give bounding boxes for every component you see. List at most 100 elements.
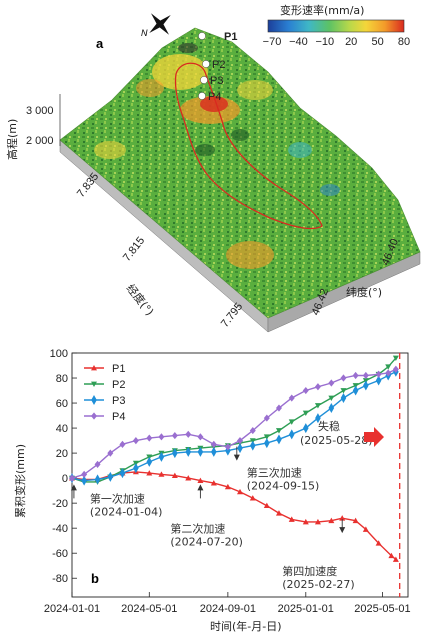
series-p1-point <box>146 470 153 476</box>
legend-p4-point <box>91 412 97 420</box>
series-p3-point <box>81 475 87 486</box>
series-p3 <box>69 366 399 486</box>
series-p4-point <box>146 434 153 442</box>
series-p1-point <box>171 472 178 479</box>
annotation-layer: 第一次加速(2024-01-04)第二次加速(2024-07-20)第三次加速(… <box>70 446 355 591</box>
series-p4-point <box>171 431 178 440</box>
panel-label-a: a <box>96 36 104 51</box>
series-p1-point <box>185 475 192 481</box>
y-tick-label: -40 <box>52 523 68 535</box>
landslide-boundary <box>174 62 323 230</box>
series-p4-point <box>340 374 347 382</box>
series-p2-point <box>302 410 309 417</box>
annotation-arrowhead-icon <box>233 454 240 461</box>
colorbar-tick: 80 <box>398 36 410 48</box>
annotation-arrowhead-icon <box>197 484 204 491</box>
series-p3-point <box>172 448 178 459</box>
series-p3-point <box>302 423 309 434</box>
series-p2-point <box>385 364 392 370</box>
lon-tick-1: 7.835 <box>75 171 101 200</box>
deformation-map: 变形速率(mm/a) −70 −40 −10 20 50 80 a N <box>5 3 421 333</box>
series-p1-point <box>392 556 399 562</box>
series-p2-point <box>392 355 399 362</box>
y-tick-label: -20 <box>52 498 68 510</box>
x-tick-label: 2024-09-01 <box>200 603 256 615</box>
series-p3-point <box>133 463 139 474</box>
lon-tick-3: 7.795 <box>219 301 245 330</box>
series-p3-point <box>211 446 217 457</box>
series-p4-point <box>302 386 309 395</box>
series-p1-point <box>224 483 231 490</box>
annotation-3: 第三次加速(2024-09-15) <box>233 446 319 493</box>
colorbar-ticks: −70 −40 −10 20 50 80 <box>263 36 410 48</box>
series-p3-point <box>288 429 295 440</box>
x-tick-label: 2024-05-01 <box>121 603 177 615</box>
lat-axis-label: 纬度(°) <box>346 285 382 299</box>
series-p1-point <box>339 515 346 521</box>
y-tick-label: 60 <box>56 398 68 410</box>
annotation-arrowhead-icon <box>339 527 346 534</box>
series-p3-point <box>363 380 369 391</box>
series-p3-point <box>146 456 153 467</box>
monitoring-point-label: P2 <box>212 59 225 71</box>
y-tick-label: -60 <box>52 548 68 560</box>
series-p2-point <box>328 395 335 402</box>
series-p3-point <box>94 474 101 485</box>
deformation-map-panel: 变形速率(mm/a) −70 −40 −10 20 50 80 a N <box>5 3 421 333</box>
series-p1-point <box>275 510 282 516</box>
series-p3-point <box>107 471 114 482</box>
annotation-arrowhead-icon <box>70 484 77 491</box>
compass-label: N <box>141 28 148 38</box>
series-p4-point <box>328 379 335 387</box>
failure-arrow-icon <box>364 427 384 447</box>
legend-p1-point <box>91 365 97 371</box>
series-p3-point <box>375 375 382 386</box>
legend-p2-point <box>91 381 97 387</box>
annotation-label: 第三次加速 <box>247 466 302 480</box>
series-p1-point <box>352 517 359 524</box>
deformation-hotspots <box>94 43 340 269</box>
series-p1-point <box>210 480 217 486</box>
monitoring-point-label: P3 <box>210 75 223 87</box>
series-p4-point <box>158 433 165 441</box>
x-tick-label: 2025-01-01 <box>278 603 334 615</box>
monitoring-point-marker <box>198 32 206 40</box>
lon-axis-label: 经度(°) <box>124 281 157 318</box>
annotation-1: 第一次加速(2024-01-04) <box>70 484 163 518</box>
colorbar-tick: −40 <box>289 36 308 48</box>
annotation-label: 第一次加速 <box>90 491 145 505</box>
series-p4-point <box>119 440 126 448</box>
z-tick-3000: 3 000 <box>26 105 54 117</box>
series-p4-point <box>288 394 295 402</box>
annotation-label: 第二次加速 <box>170 521 225 535</box>
series-p2-point <box>263 434 270 440</box>
series-p1-point <box>314 518 321 525</box>
annotation-date: (2024-01-04) <box>90 505 163 518</box>
colorbar-tick: 50 <box>371 36 383 48</box>
legend-p3-point <box>91 395 97 405</box>
colorbar-tick: −10 <box>315 36 334 48</box>
annotation-label: 第四加速度 <box>282 564 337 578</box>
series-p1-point <box>237 488 243 495</box>
series-p4-point <box>392 365 399 373</box>
series-p4-point <box>314 383 321 391</box>
y-tick-label: 80 <box>56 373 68 385</box>
y-tick-label: 20 <box>56 448 68 460</box>
monitoring-points: P1 P2 P3 P4 <box>198 31 237 103</box>
legend-label-p3: P3 <box>112 395 125 407</box>
series-p3-point <box>315 413 321 424</box>
series-p1-point <box>288 516 295 522</box>
compass-icon <box>149 13 171 35</box>
legend-label-p1: P1 <box>112 363 125 375</box>
series-p2-point <box>275 428 282 434</box>
series-p3-point <box>119 468 126 479</box>
series-p1-point <box>388 552 395 559</box>
x-axis-label: 时间(年-月-日) <box>210 619 282 633</box>
series-p3-point <box>249 440 256 451</box>
x-tick-label: 2024-01-01 <box>44 603 100 615</box>
series-p1-point <box>249 495 256 501</box>
series-p3-point <box>237 443 243 454</box>
legend-label-p4: P4 <box>112 411 125 423</box>
series-p4-point <box>362 371 369 380</box>
y-tick-label: -80 <box>52 573 68 585</box>
